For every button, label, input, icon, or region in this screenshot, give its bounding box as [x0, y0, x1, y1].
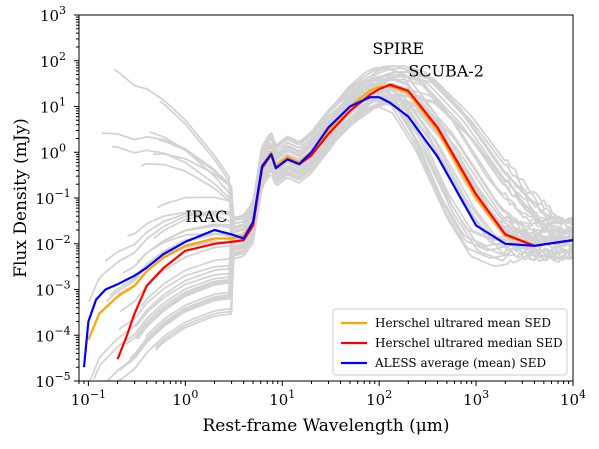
band-label: IRAC	[185, 207, 227, 226]
y-tick-label: 102	[40, 50, 66, 71]
band-annotations: IRAC SPIRE SCUBA-2	[185, 39, 484, 226]
y-tick-label: 10−4	[35, 324, 70, 345]
y-tick-label: 10−2	[35, 233, 70, 254]
individual-sed-curve	[144, 99, 573, 338]
individual-sed-curve	[158, 75, 573, 233]
legend-entry: ALESS average (mean) SED	[374, 356, 546, 370]
average-sed-curves	[82, 83, 573, 368]
legend-box	[332, 308, 568, 376]
y-tick-label: 103	[40, 4, 66, 25]
x-tick-label: 10−1	[71, 388, 106, 409]
individual-sed-curve	[101, 73, 573, 232]
band-label: SCUBA-2	[408, 62, 484, 81]
y-tick-label: 10−5	[35, 370, 70, 391]
individual-sed-curve	[113, 68, 573, 230]
individual-sed-curve	[117, 97, 573, 381]
series-line	[87, 84, 573, 341]
x-axis-label: Rest-frame Wavelength (μm)	[202, 416, 449, 436]
individual-sed-curve	[135, 64, 573, 340]
x-tick-label: 101	[269, 388, 295, 409]
band-label: SPIRE	[372, 39, 424, 58]
y-tick-label: 10−1	[35, 187, 70, 208]
legend-entry: Herschel ultrared mean SED	[375, 316, 551, 330]
series-line	[82, 96, 573, 368]
x-tick-label: 102	[366, 388, 392, 409]
y-tick-label: 10−3	[35, 279, 70, 300]
x-tick-label: 104	[560, 388, 586, 409]
x-tick-label: 103	[463, 388, 489, 409]
legend: Herschel ultrared mean SED Herschel ultra…	[332, 308, 568, 376]
y-axis-label: Flux Density (mJy)	[11, 118, 31, 278]
x-tick-label: 100	[172, 388, 198, 409]
y-tick-label: 101	[40, 96, 66, 117]
axes: 10−1 100 101 102 103 104 10−5 10−4 10−3 10−2 10−1 1…	[35, 4, 586, 409]
individual-sed-curve	[117, 95, 573, 296]
y-tick-label: 100	[40, 141, 66, 162]
individual-sed-curve	[88, 67, 573, 302]
legend-entry: Herschel ultrared median SED	[375, 336, 563, 350]
individual-sed-curve	[118, 101, 573, 330]
